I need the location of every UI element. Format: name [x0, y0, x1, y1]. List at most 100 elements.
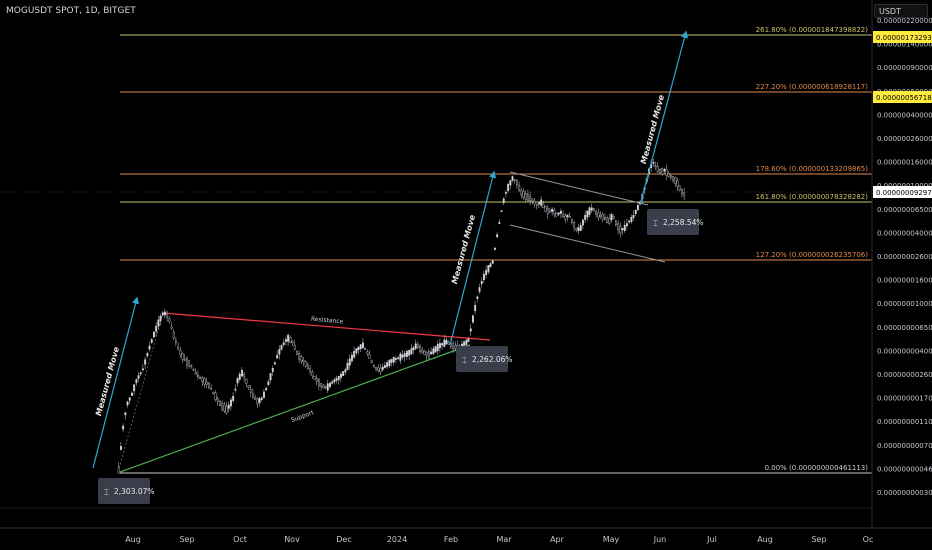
measured-move-label: Measured Move	[450, 213, 477, 285]
candle	[320, 383, 323, 388]
candle	[615, 220, 617, 226]
x-axis: Aug Sep Oct Nov Dec 2024 Feb Mar Apr May Jun Jul Aug…	[0, 507, 932, 544]
x-tick-label: May	[603, 535, 620, 544]
y-tick-label: 0.000000016000000	[877, 277, 932, 285]
y-tick-label: 0.000001400000000	[877, 41, 932, 49]
candle	[276, 355, 279, 359]
candle	[445, 339, 448, 345]
candle	[619, 225, 622, 234]
candle	[577, 227, 580, 231]
candle	[166, 314, 169, 318]
candle	[313, 375, 316, 380]
candle	[150, 339, 153, 343]
candle	[390, 359, 393, 363]
y-tick-label: 0.000000001100000	[877, 418, 932, 426]
channel-upper-line	[509, 171, 649, 206]
candle	[335, 378, 338, 381]
candle	[205, 381, 208, 385]
candle	[223, 404, 226, 412]
y-tick-label: 0.000000010000000	[877, 300, 932, 308]
candle	[232, 395, 235, 401]
fib-level-label: 261.80% (0.000001847398822)	[756, 26, 869, 34]
candle	[203, 378, 206, 385]
candle	[683, 192, 686, 197]
candle	[601, 214, 604, 220]
candle	[452, 343, 455, 349]
candle	[351, 354, 353, 362]
current-price-tag	[873, 186, 932, 198]
candle	[483, 273, 485, 281]
candle	[632, 215, 635, 218]
candle	[491, 260, 494, 264]
candle	[174, 340, 177, 343]
candle	[454, 345, 457, 349]
fib-level-label: 0.00% (0.000000000461113)	[765, 464, 869, 472]
candle	[579, 225, 582, 231]
candle	[260, 397, 263, 400]
candle	[172, 331, 175, 339]
candle	[238, 373, 241, 380]
candle	[122, 425, 125, 430]
candle	[511, 176, 514, 181]
measure-icon: ⌶	[653, 219, 658, 228]
candle	[566, 214, 569, 218]
candle	[348, 358, 351, 366]
arrow-measured-move-2	[449, 170, 497, 346]
candle	[522, 191, 525, 199]
candle	[604, 217, 606, 220]
candle	[434, 346, 437, 353]
x-tick-label: Jun	[653, 535, 667, 544]
candle	[544, 206, 547, 212]
candle	[201, 377, 204, 382]
currency-selector[interactable]: USDT	[874, 4, 928, 18]
candle	[199, 377, 202, 379]
price-tag	[873, 31, 932, 43]
candle	[432, 348, 435, 354]
measured-move-arrows	[92, 30, 688, 469]
candle	[258, 398, 261, 403]
candle	[271, 368, 274, 372]
candle	[612, 216, 615, 219]
candle	[139, 372, 142, 375]
candle	[311, 371, 314, 377]
candle	[399, 353, 402, 361]
candle	[326, 383, 329, 391]
candle	[575, 228, 578, 231]
candle	[474, 304, 477, 312]
candle	[584, 214, 587, 220]
candle	[368, 354, 371, 359]
candle	[229, 399, 232, 407]
candle	[659, 169, 661, 174]
support-label: Support	[290, 409, 315, 424]
x-tick-label: Sep	[179, 535, 194, 544]
candle	[597, 211, 600, 218]
candle	[293, 344, 296, 350]
candle	[322, 384, 325, 388]
candle	[309, 368, 312, 373]
candle	[188, 360, 191, 367]
measure-box	[647, 209, 699, 235]
candle	[535, 204, 538, 206]
candle	[124, 412, 127, 416]
measure-box	[456, 346, 508, 372]
candle	[443, 339, 446, 347]
candle	[170, 326, 173, 329]
candle	[141, 368, 144, 371]
y-tick-label: 0.000000040000000	[877, 229, 932, 237]
candle	[384, 365, 386, 368]
candle	[282, 342, 285, 345]
price-tag-label: 0.000000567187171	[876, 94, 932, 102]
y-tick-label: 0.000000006500000	[877, 324, 932, 332]
candle	[502, 198, 505, 204]
candle	[513, 179, 516, 181]
candles	[117, 158, 686, 474]
candle	[582, 219, 584, 226]
candle	[315, 378, 318, 383]
candle	[210, 388, 213, 390]
candle	[408, 349, 411, 356]
candle	[428, 351, 430, 359]
candle	[287, 334, 290, 342]
x-tick-label: Sep	[811, 535, 826, 544]
candle	[507, 184, 510, 191]
